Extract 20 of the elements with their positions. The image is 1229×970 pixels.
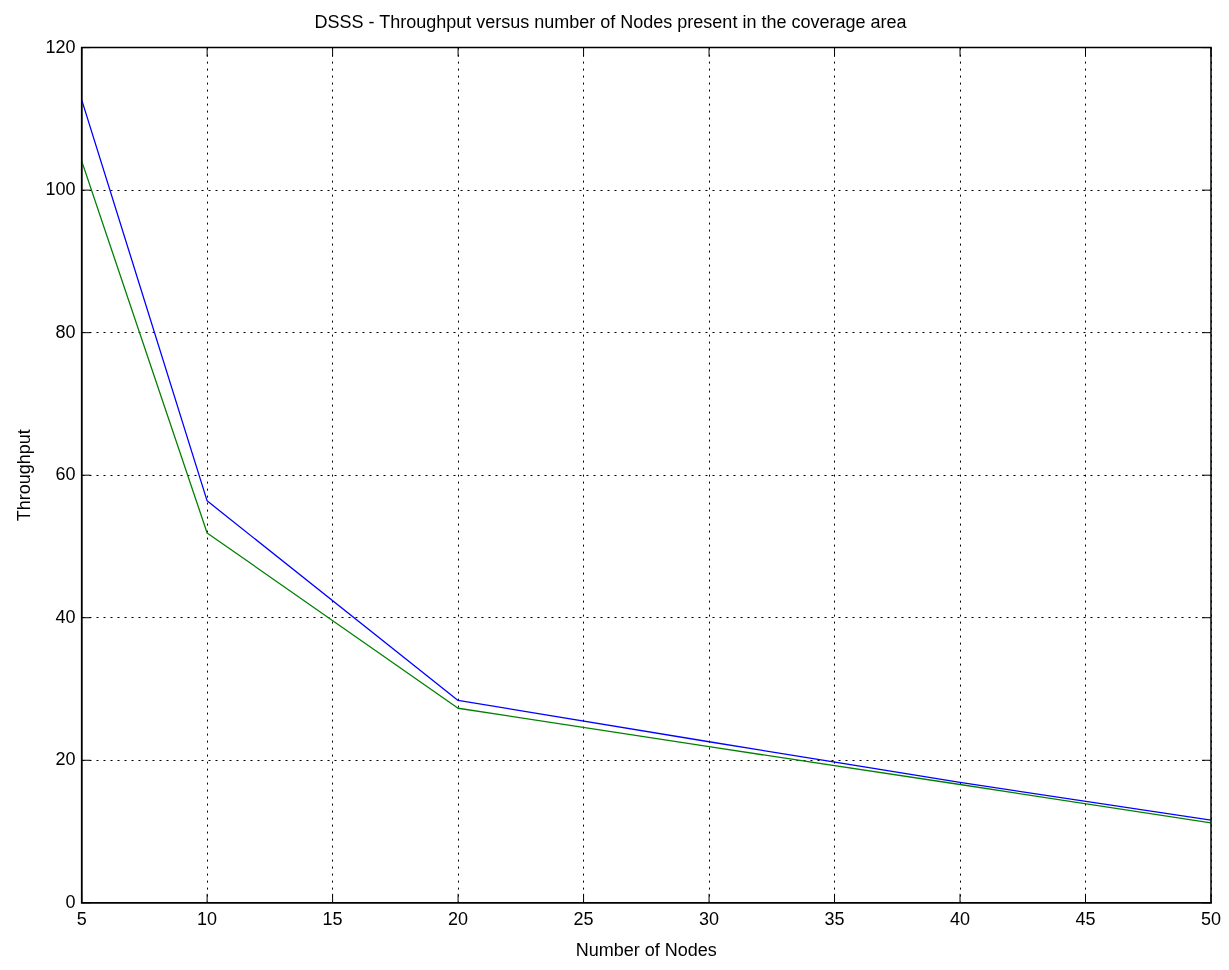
x-tick-label: 15 [322,908,343,929]
x-tick-label: 45 [1075,908,1096,929]
x-tick-label: 50 [1200,908,1222,929]
y-tick-label: 40 [55,606,76,627]
x-tick-label: 40 [950,908,971,929]
y-tick-label: 60 [55,464,76,485]
x-tick-label: 5 [76,908,87,929]
y-tick-label: 100 [45,179,76,200]
x-tick-label: 30 [699,908,720,929]
y-tick-label: 20 [55,749,76,770]
y-tick-label: 120 [45,36,76,57]
x-tick-label: 35 [824,908,845,929]
x-tick-label: 20 [448,908,469,929]
y-tick-label: 0 [65,891,76,912]
y-tick-label: 80 [55,321,76,342]
x-tick-label: 25 [573,908,594,929]
chart-title: DSSS - Throughput versus number of Nodes present in the coverage area [314,11,908,32]
y-axis-title: Throughput [13,429,34,522]
x-tick-label: 10 [197,908,218,929]
x-axis-title: Number of Nodes [575,940,717,961]
